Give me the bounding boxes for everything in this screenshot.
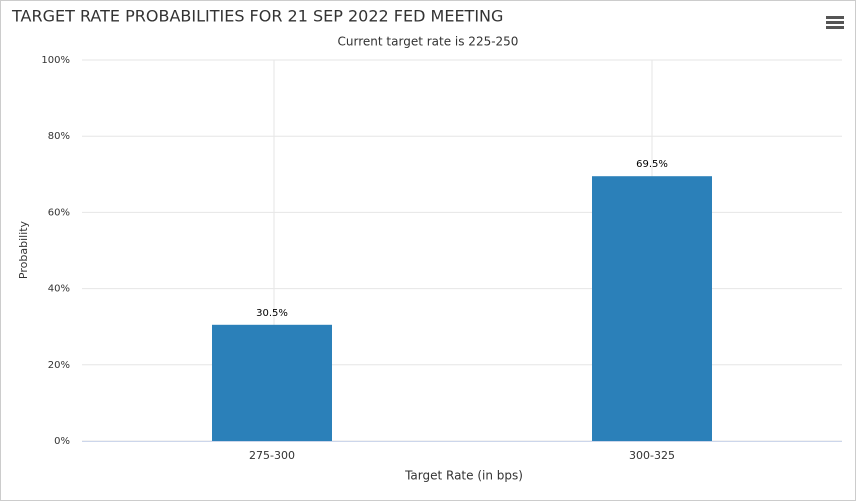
- data-label: 69.5%: [636, 159, 668, 170]
- bar: [212, 324, 332, 441]
- chart-title: TARGET RATE PROBABILITIES FOR 21 SEP 202…: [11, 7, 503, 26]
- chart-subtitle: Current target rate is 225-250: [338, 35, 519, 49]
- x-tick-label: 275-300: [249, 449, 295, 462]
- y-tick-label: 0%: [54, 436, 70, 447]
- menu-bar: [826, 26, 844, 29]
- y-axis-label: Probability: [17, 220, 30, 279]
- y-tick-label: 20%: [48, 360, 70, 371]
- menu-bar: [826, 16, 844, 19]
- y-tick-label: 100%: [41, 55, 70, 66]
- menu-bar: [826, 21, 844, 24]
- y-tick-label: 80%: [48, 131, 70, 142]
- menu-button[interactable]: [826, 16, 844, 29]
- x-axis-label: Target Rate (in bps): [404, 469, 523, 483]
- bar: [592, 176, 712, 441]
- y-tick-label: 40%: [48, 284, 70, 295]
- y-tick-label: 60%: [48, 207, 70, 218]
- data-label: 30.5%: [256, 308, 288, 319]
- x-tick-label: 300-325: [629, 449, 675, 462]
